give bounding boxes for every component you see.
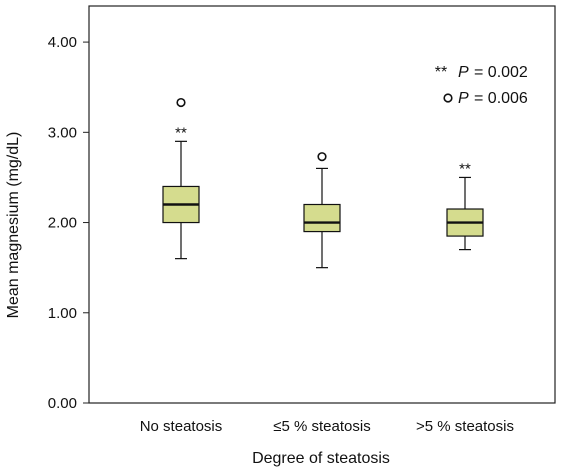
box-group <box>303 152 341 269</box>
legend-p-value: = 0.002 <box>474 64 528 81</box>
box-iqr <box>303 203 341 233</box>
legend-p-value: = 0.006 <box>474 90 528 107</box>
legend-symbol-circle <box>443 93 453 103</box>
x-tick-label: No steatosis <box>140 418 223 435</box>
legend: ** P = 0.002 o P = 0.006 <box>435 64 528 107</box>
outlier-point <box>317 152 327 162</box>
x-tick-label: >5 % steatosis <box>416 418 514 435</box>
legend-entry: ** P = 0.002 <box>435 64 528 81</box>
x-tick-label: ≤5 % steatosis <box>273 418 370 435</box>
y-axis-ticks: 0.00 1.00 2.00 3.00 4.00 <box>48 34 89 412</box>
box-group: ** <box>446 160 484 251</box>
legend-p-label: P <box>458 90 469 107</box>
y-axis-label: Mean magnesium (mg/dL) <box>5 132 22 319</box>
legend-symbol-text: o <box>444 90 453 107</box>
legend-entry: o P = 0.006 <box>443 90 528 107</box>
significance-marker: ** <box>175 124 187 141</box>
significance-marker: ** <box>459 160 471 177</box>
outlier-point <box>176 97 186 108</box>
x-axis-ticks: No steatosis ≤5 % steatosis >5 % steatosis <box>140 418 514 435</box>
x-axis-label: Degree of steatosis <box>252 450 390 467</box>
legend-p-label: P <box>458 64 469 81</box>
y-tick-label: 0.00 <box>48 395 77 412</box>
y-tick-label: 4.00 <box>48 34 77 51</box>
box-series: ** ** <box>162 97 484 269</box>
y-tick-label: 1.00 <box>48 305 77 322</box>
legend-symbol: ** <box>435 64 447 81</box>
y-tick-label: 2.00 <box>48 215 77 232</box>
box-group: ** <box>162 97 200 260</box>
y-tick-label: 3.00 <box>48 124 77 141</box>
